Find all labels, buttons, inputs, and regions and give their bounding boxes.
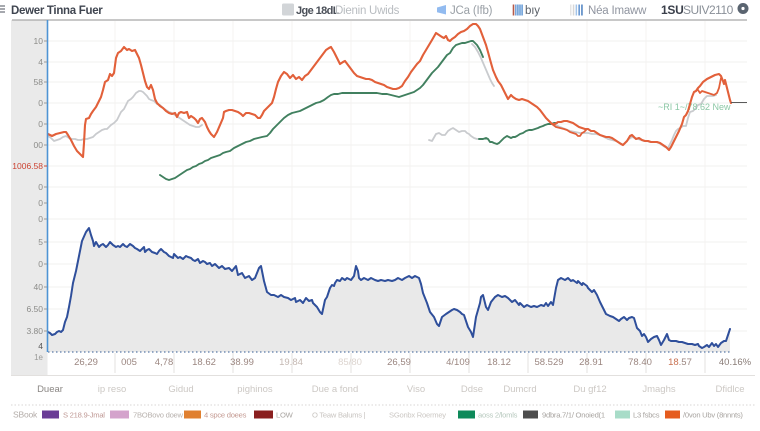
svg-text:9dbra.7/1/ Onoied(1: 9dbra.7/1/ Onoied(1 <box>542 410 605 419</box>
svg-text:LOW: LOW <box>276 410 294 419</box>
svg-text:SUIV2110: SUIV2110 <box>683 3 734 17</box>
svg-text:18.62: 18.62 <box>192 357 216 368</box>
svg-text:Néa Imaww: Néa Imaww <box>588 5 647 17</box>
svg-text:18.12: 18.12 <box>487 357 511 368</box>
svg-text:28.91: 28.91 <box>579 357 603 368</box>
svg-text:78.40: 78.40 <box>628 357 652 368</box>
svg-text:0: 0 <box>38 198 43 208</box>
svg-text:4 spce doees: 4 spce doees <box>204 410 247 419</box>
svg-text:0: 0 <box>38 214 43 224</box>
svg-text:58: 58 <box>34 77 44 87</box>
svg-text:40.16%: 40.16% <box>719 357 752 368</box>
svg-text:0: 0 <box>38 119 43 129</box>
svg-text:aoss 2/lomls: aoss 2/lomls <box>478 410 518 419</box>
svg-text:~RI 1~/78.62 New: ~RI 1~/78.62 New <box>658 102 731 112</box>
svg-text:Jge 18dL: Jge 18dL <box>296 5 340 17</box>
svg-text:bıy: bıy <box>525 5 540 17</box>
svg-text:6.50: 6.50 <box>26 304 43 314</box>
svg-text:58.529: 58.529 <box>534 357 563 368</box>
svg-text:0: 0 <box>38 98 43 108</box>
svg-text:SGonbx Roermey: SGonbx Roermey <box>389 410 446 419</box>
svg-text:Duear: Duear <box>37 384 63 395</box>
svg-text:Dewer Tinna Fuer: Dewer Tinna Fuer <box>11 5 103 17</box>
svg-text:18.57: 18.57 <box>668 357 692 368</box>
svg-text:7BOBovo doew: 7BOBovo doew <box>133 410 184 419</box>
svg-text:Viso: Viso <box>407 384 425 395</box>
svg-text:19.84: 19.84 <box>279 357 303 368</box>
svg-text:/0von Ubv (8nnnts): /0von Ubv (8nnnts) <box>683 410 743 419</box>
svg-text:5: 5 <box>38 237 43 247</box>
svg-text:pighinos: pighinos <box>237 384 273 395</box>
svg-text:26,59: 26,59 <box>387 357 411 368</box>
svg-text:0: 0 <box>38 259 43 269</box>
svg-text:10: 10 <box>34 36 44 46</box>
svg-text:26,29: 26,29 <box>74 357 98 368</box>
svg-text:40: 40 <box>34 282 44 292</box>
svg-text:00: 00 <box>34 140 44 150</box>
svg-text:0: 0 <box>38 182 43 192</box>
svg-text:4: 4 <box>38 341 43 351</box>
svg-text:Gidud: Gidud <box>168 384 193 395</box>
svg-text:ip reso: ip reso <box>98 384 127 395</box>
svg-text:38.99: 38.99 <box>230 357 254 368</box>
svg-text:1006.58: 1006.58 <box>12 161 43 171</box>
svg-text:Ddse: Ddse <box>461 384 483 395</box>
svg-text:4,78: 4,78 <box>155 357 174 368</box>
svg-text:4: 4 <box>38 57 43 67</box>
svg-text:SBook: SBook <box>13 410 38 420</box>
svg-text:1SU: 1SU <box>661 3 683 17</box>
svg-text:Dumcrd: Dumcrd <box>503 384 536 395</box>
svg-text:Dienin Uwids: Dienin Uwids <box>335 5 400 17</box>
svg-text:Du gf12: Du gf12 <box>573 384 606 395</box>
svg-text:85/80: 85/80 <box>338 357 362 368</box>
svg-text:005: 005 <box>121 357 137 368</box>
svg-text:Jmaghs: Jmaghs <box>642 384 676 395</box>
svg-text:L3 fsbcs: L3 fsbcs <box>633 410 660 419</box>
svg-text:Dfidlce: Dfidlce <box>715 384 744 395</box>
svg-text:1e: 1e <box>34 353 43 362</box>
svg-text:3.80: 3.80 <box>26 326 43 336</box>
svg-text:O Teaw Balums |: O Teaw Balums | <box>312 410 366 419</box>
svg-text:4/109: 4/109 <box>446 357 470 368</box>
svg-text:JCa (Ifb): JCa (Ifb) <box>450 5 493 17</box>
svg-text:S 218.9-Jmal: S 218.9-Jmal <box>63 410 105 419</box>
svg-text:Due a fond: Due a fond <box>312 384 358 395</box>
